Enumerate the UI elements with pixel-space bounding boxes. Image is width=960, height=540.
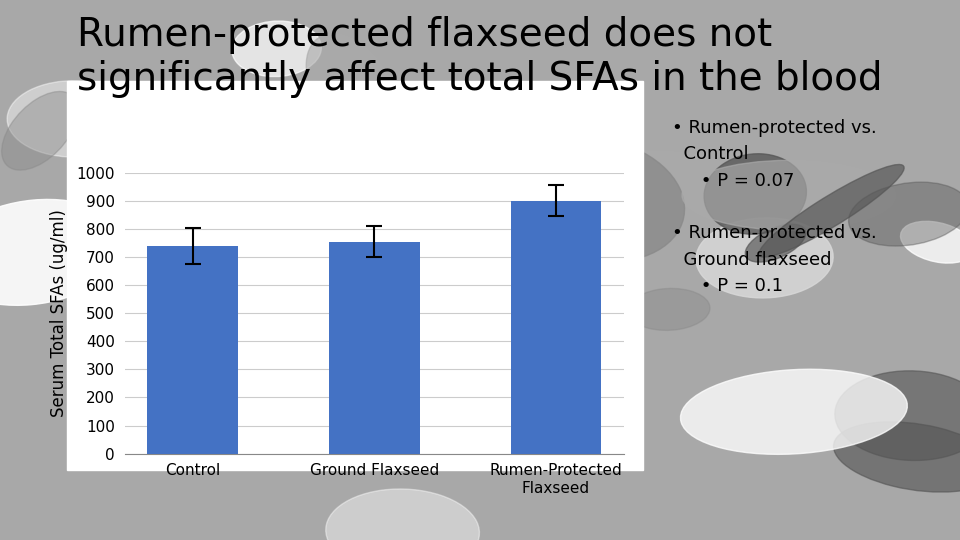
Ellipse shape	[2, 91, 78, 170]
Bar	[148, 246, 238, 454]
Ellipse shape	[306, 33, 396, 141]
Ellipse shape	[0, 199, 124, 305]
Ellipse shape	[704, 154, 806, 234]
Ellipse shape	[900, 221, 960, 263]
Ellipse shape	[420, 164, 620, 260]
Ellipse shape	[745, 224, 805, 262]
Ellipse shape	[7, 80, 139, 157]
Ellipse shape	[390, 141, 475, 190]
Ellipse shape	[759, 165, 904, 257]
Ellipse shape	[529, 151, 736, 214]
Ellipse shape	[681, 369, 907, 454]
Ellipse shape	[325, 489, 479, 540]
Ellipse shape	[628, 288, 710, 330]
Text: Rumen-protected flaxseed does not
significantly affect total SFAs in the blood: Rumen-protected flaxseed does not signif…	[77, 16, 882, 98]
Bar	[511, 201, 601, 454]
Ellipse shape	[122, 105, 225, 175]
Ellipse shape	[254, 384, 472, 474]
Bar	[329, 241, 420, 454]
Ellipse shape	[353, 82, 505, 136]
Ellipse shape	[696, 218, 833, 298]
Ellipse shape	[285, 153, 393, 217]
Ellipse shape	[833, 422, 960, 492]
Ellipse shape	[319, 141, 459, 218]
Ellipse shape	[204, 383, 311, 441]
Ellipse shape	[513, 138, 684, 262]
Ellipse shape	[391, 274, 573, 377]
Ellipse shape	[294, 415, 393, 456]
Ellipse shape	[682, 160, 896, 230]
Ellipse shape	[232, 21, 322, 77]
Ellipse shape	[125, 148, 256, 230]
Y-axis label: Serum Total SFAs (ug/ml): Serum Total SFAs (ug/ml)	[50, 210, 68, 417]
Ellipse shape	[835, 371, 960, 461]
Ellipse shape	[849, 182, 960, 246]
Text: • Rumen-protected vs.
  Control
     • P = 0.07

• Rumen-protected vs.
  Ground : • Rumen-protected vs. Control • P = 0.07…	[672, 119, 876, 295]
